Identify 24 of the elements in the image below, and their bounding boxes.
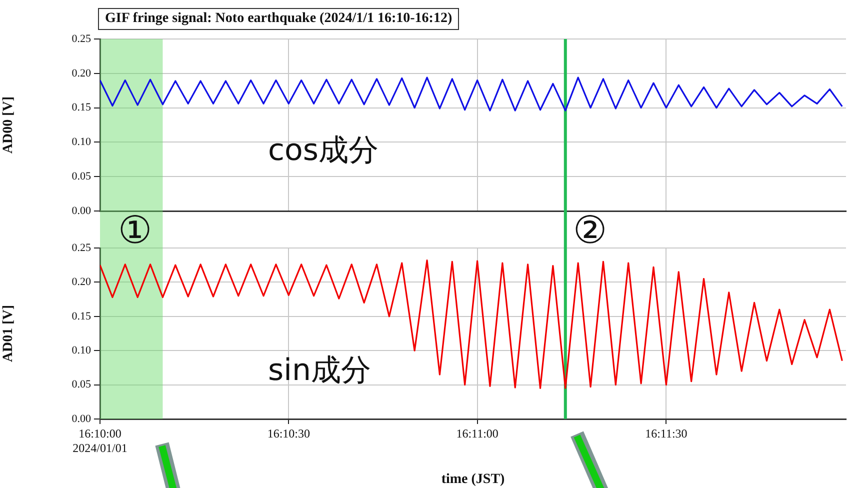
y-tick-label: 0.15 [72,310,92,322]
y-tick-label: 0.05 [72,378,92,391]
y-axis-title: AD01 [V] [1,304,16,362]
y-tick-label: 0.05 [72,170,92,182]
y-tick-label: 0.25 [72,32,92,45]
x-tick-label: 16:11:00 [456,426,498,440]
y-tick-label: 0.20 [72,67,92,80]
annotation: sin成分 [268,352,371,390]
x-axis-title: time (JST) [441,472,506,488]
x-tick-label: 16:11:30 [645,426,688,440]
annotation: cos成分 [268,132,378,170]
y-tick-label: 0.00 [72,412,92,425]
x-tick-label: 16:10:00 2024/01/01 [72,426,128,455]
y-tick-label: 0.25 [72,242,92,254]
x-tick-label: 16:10:30 [267,426,310,440]
y-tick-label: 0.10 [72,136,92,148]
annotation: ② [573,208,608,252]
y-tick-label: 0.20 [72,276,92,288]
annotation: ① [118,208,152,252]
y-tick-label: 0.00 [72,204,92,217]
y-axis-title: AD00 [V] [1,96,16,154]
y-tick-label: 0.15 [72,102,92,114]
chart-title: GIF fringe signal: Noto earthquake (2024/1/1 16:10-16:12) [98,8,460,30]
y-tick-label: 0.10 [72,344,92,356]
